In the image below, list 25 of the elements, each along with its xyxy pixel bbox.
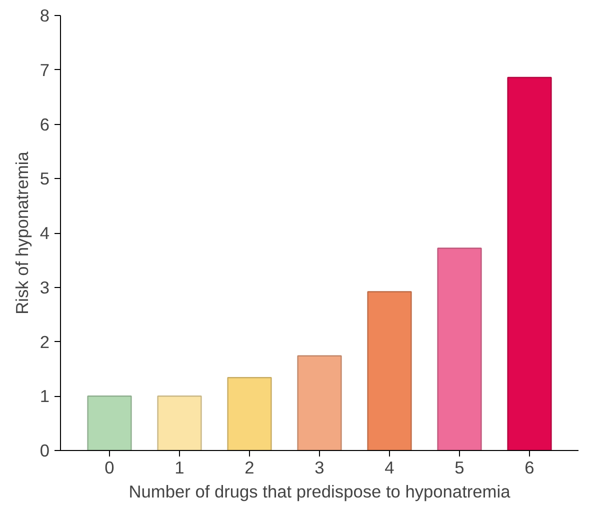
x-tick-label: 2 [244, 458, 254, 478]
bar [227, 377, 272, 450]
bar [437, 248, 482, 450]
x-tick-label: 0 [104, 458, 114, 478]
y-tick-label: 4 [40, 223, 50, 243]
x-tick-label: 5 [454, 458, 464, 478]
x-tick-label: 6 [524, 458, 534, 478]
bar [87, 396, 132, 450]
x-axis-title: Number of drugs that predispose to hyponatremia [128, 482, 511, 502]
bar [507, 76, 552, 450]
y-tick-label: 5 [40, 168, 50, 189]
y-tick-label: 2 [40, 332, 50, 352]
x-tick-label: 1 [174, 458, 184, 478]
x-tick-label: 3 [314, 458, 324, 478]
x-tick-label: 4 [384, 458, 395, 478]
y-axis-title: Risk of hyponatremia [12, 151, 32, 314]
y-tick-label: 3 [40, 277, 50, 298]
y-tick-label: 1 [40, 386, 50, 406]
y-tick-label: 8 [40, 6, 50, 26]
y-tick-label: 7 [40, 60, 50, 80]
bar [367, 291, 412, 450]
y-tick-label: 0 [40, 440, 50, 460]
y-tick-label: 6 [40, 114, 50, 134]
bar [157, 396, 202, 450]
bar [297, 355, 342, 450]
